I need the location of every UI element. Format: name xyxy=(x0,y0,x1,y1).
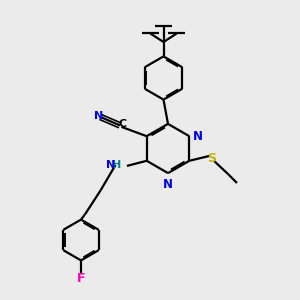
Text: F: F xyxy=(77,272,85,285)
Text: N: N xyxy=(193,130,203,143)
Text: N: N xyxy=(106,160,116,170)
Text: H: H xyxy=(112,160,122,170)
Text: N: N xyxy=(94,111,103,121)
Text: S: S xyxy=(207,152,216,165)
Text: N: N xyxy=(163,178,173,191)
Text: C: C xyxy=(118,119,126,129)
